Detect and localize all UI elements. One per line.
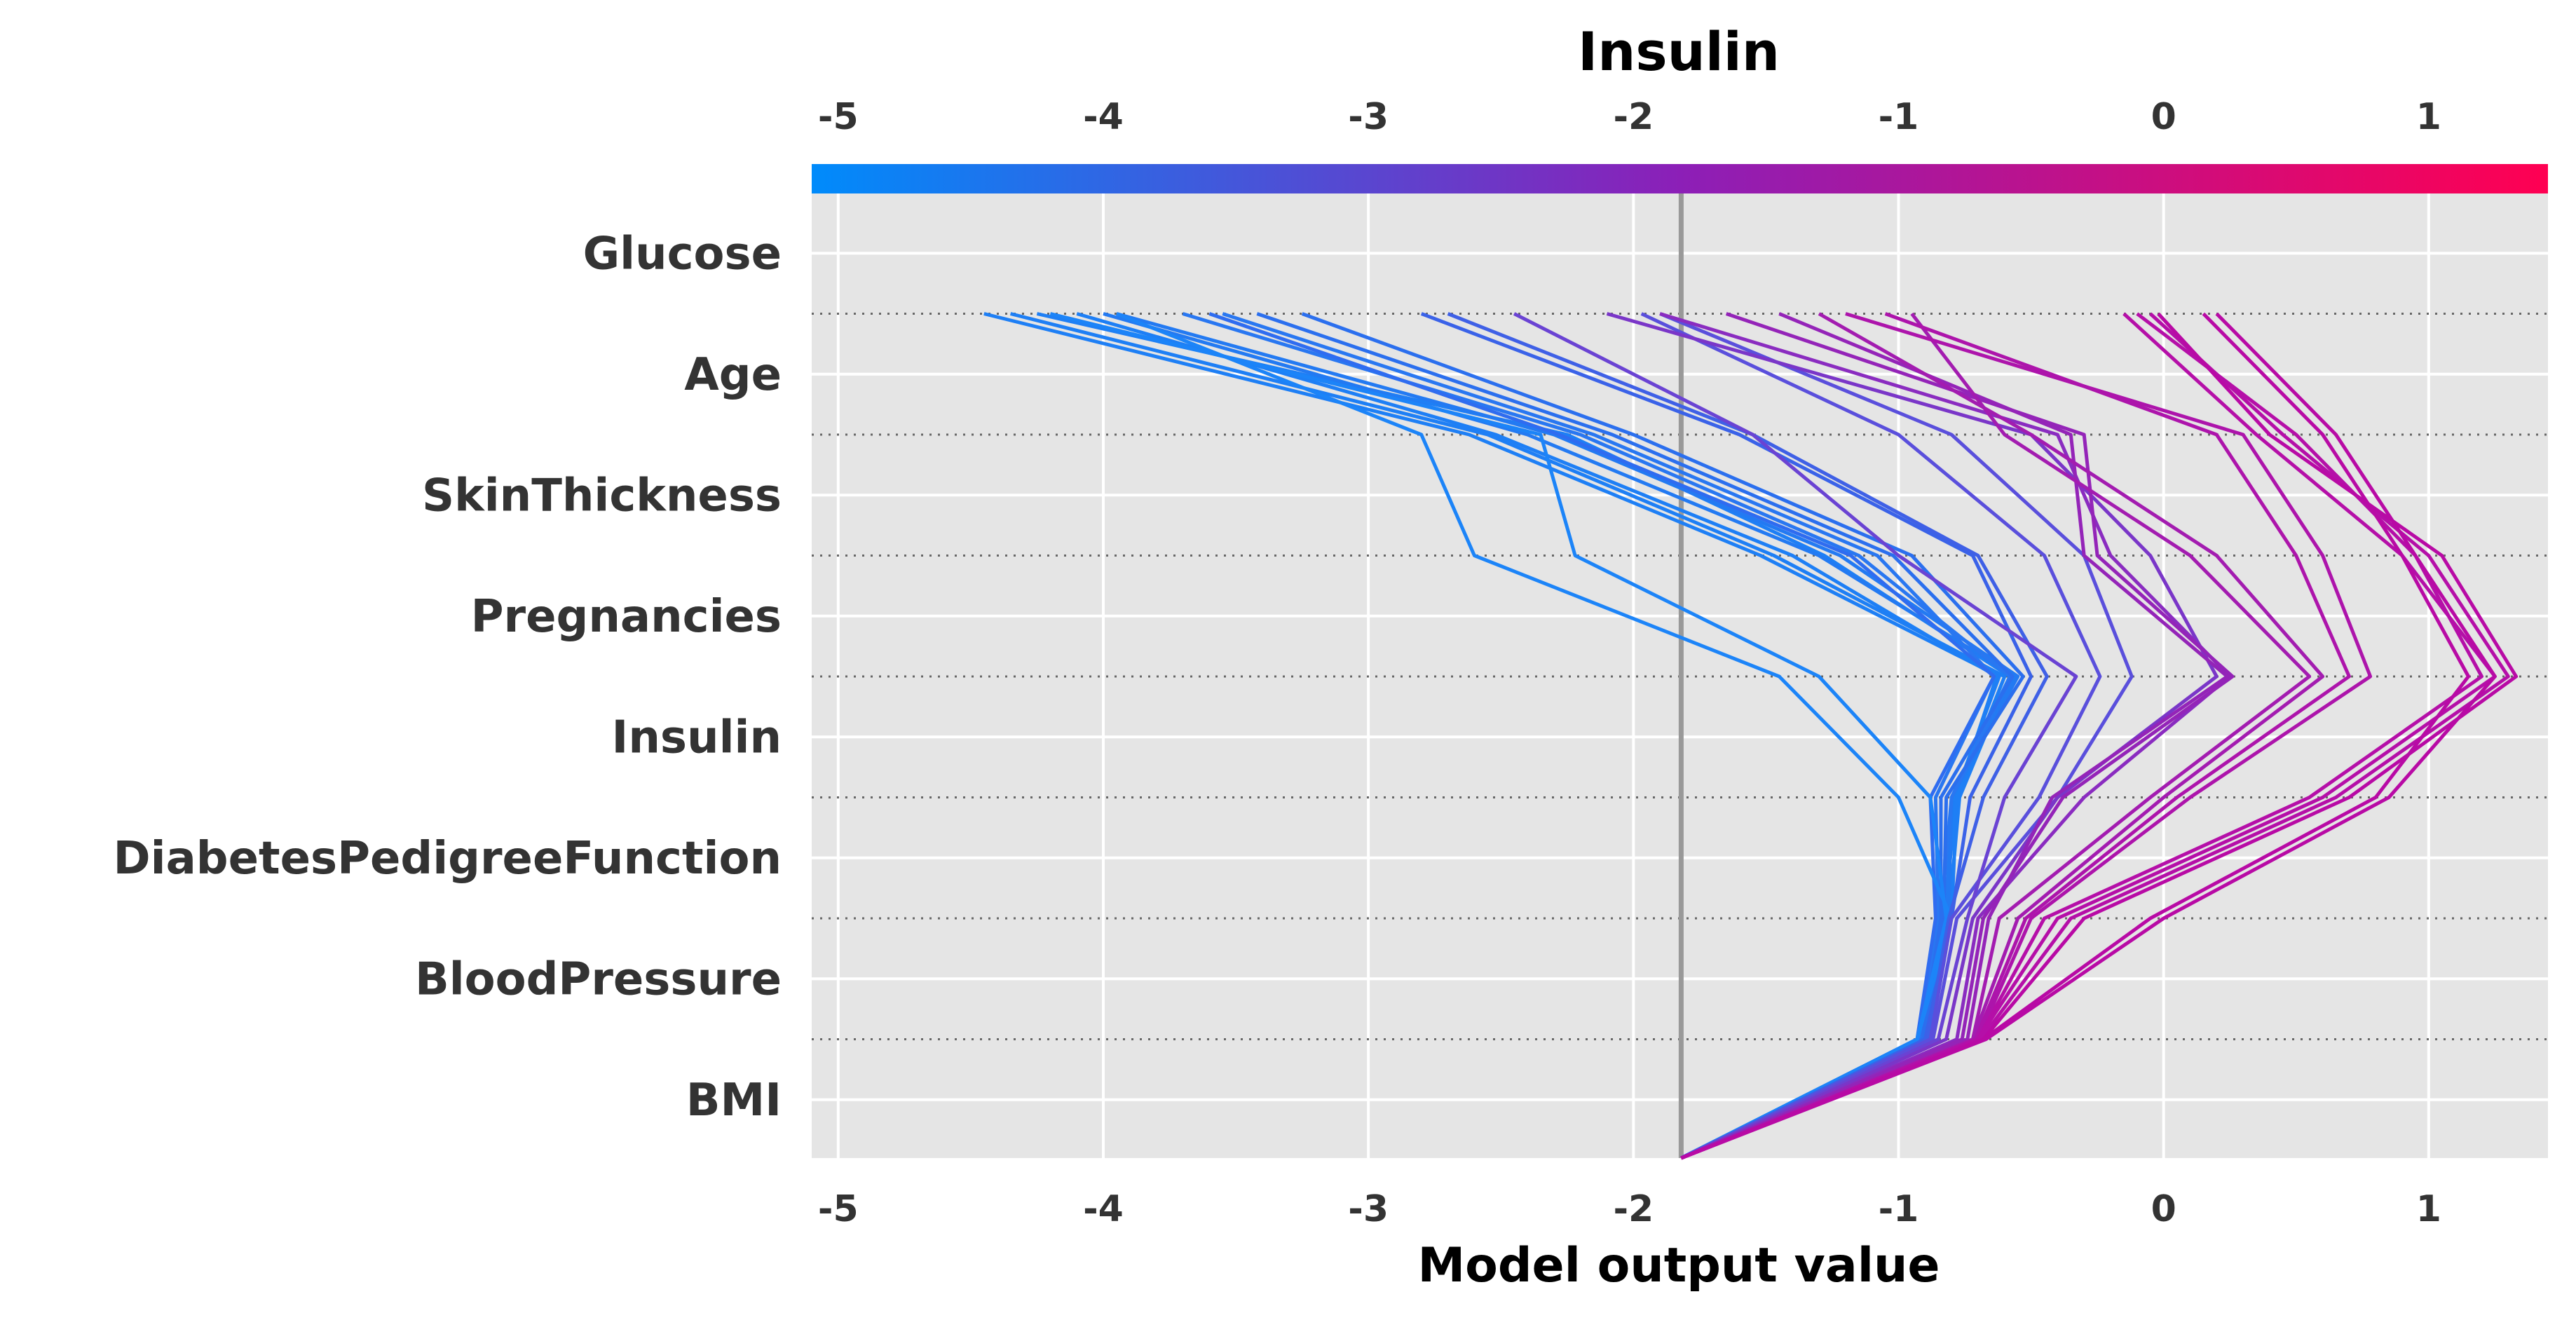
bottom-tick-label: -4 bbox=[1083, 1188, 1124, 1230]
series-line bbox=[1447, 312, 2049, 1160]
series-line bbox=[1680, 312, 2235, 1160]
x-axis-title: Model output value bbox=[1417, 1238, 1940, 1293]
series-line bbox=[1680, 312, 2470, 1160]
feature-label: Pregnancies bbox=[471, 591, 782, 643]
top-tick-label: -4 bbox=[1083, 96, 1124, 138]
series-line bbox=[1680, 312, 2497, 1160]
feature-label: DiabetesPedigreeFunction bbox=[114, 833, 782, 885]
top-tick-label: -1 bbox=[1879, 96, 1919, 138]
bottom-tick-label: -5 bbox=[818, 1188, 859, 1230]
bottom-tick-labels: -5 -4 -3 -2 -1 0 1 bbox=[818, 1188, 2441, 1230]
series-line bbox=[1049, 312, 1949, 1160]
series-line bbox=[1680, 312, 2229, 1160]
top-tick-label: -2 bbox=[1613, 96, 1654, 138]
series-line bbox=[1680, 312, 2325, 1160]
bottom-tick-label: -1 bbox=[1879, 1188, 1919, 1230]
series-line bbox=[1659, 312, 2232, 1160]
top-tick-label: -5 bbox=[818, 96, 859, 138]
top-tick-label: 1 bbox=[2416, 96, 2441, 138]
series-line bbox=[1680, 312, 2351, 1160]
top-tick-labels: -5 -4 -3 -2 -1 0 1 bbox=[818, 96, 2441, 138]
feature-labels: Glucose Age SkinThickness Pregnancies Insuli… bbox=[114, 228, 782, 1127]
feature-label: SkinThickness bbox=[422, 470, 782, 522]
colorbar-title: Insulin bbox=[1578, 20, 1780, 83]
series-line bbox=[1513, 312, 2078, 1160]
series-line bbox=[1680, 312, 2483, 1160]
bottom-tick-label: 1 bbox=[2416, 1188, 2441, 1230]
bottom-tick-label: 0 bbox=[2151, 1188, 2176, 1230]
series-lines bbox=[983, 312, 2519, 1160]
bottom-tick-label: -3 bbox=[1348, 1188, 1389, 1230]
series-line bbox=[1659, 312, 2134, 1160]
top-tick-label: -3 bbox=[1348, 96, 1389, 138]
feature-label: Insulin bbox=[612, 712, 782, 763]
series-line bbox=[1256, 312, 2015, 1160]
series-line bbox=[1680, 312, 2373, 1160]
feature-label: Age bbox=[684, 349, 782, 401]
feature-label: Glucose bbox=[583, 228, 782, 280]
colorbar bbox=[812, 164, 2548, 193]
series-line bbox=[1640, 312, 2102, 1160]
bottom-tick-label: -2 bbox=[1613, 1188, 1654, 1230]
series-line bbox=[1680, 312, 2312, 1160]
feature-label: BloodPressure bbox=[415, 953, 782, 1005]
top-tick-label: 0 bbox=[2151, 96, 2176, 138]
series-line bbox=[1680, 312, 2519, 1160]
feature-label: BMI bbox=[686, 1075, 782, 1127]
series-line bbox=[1680, 312, 2497, 1160]
